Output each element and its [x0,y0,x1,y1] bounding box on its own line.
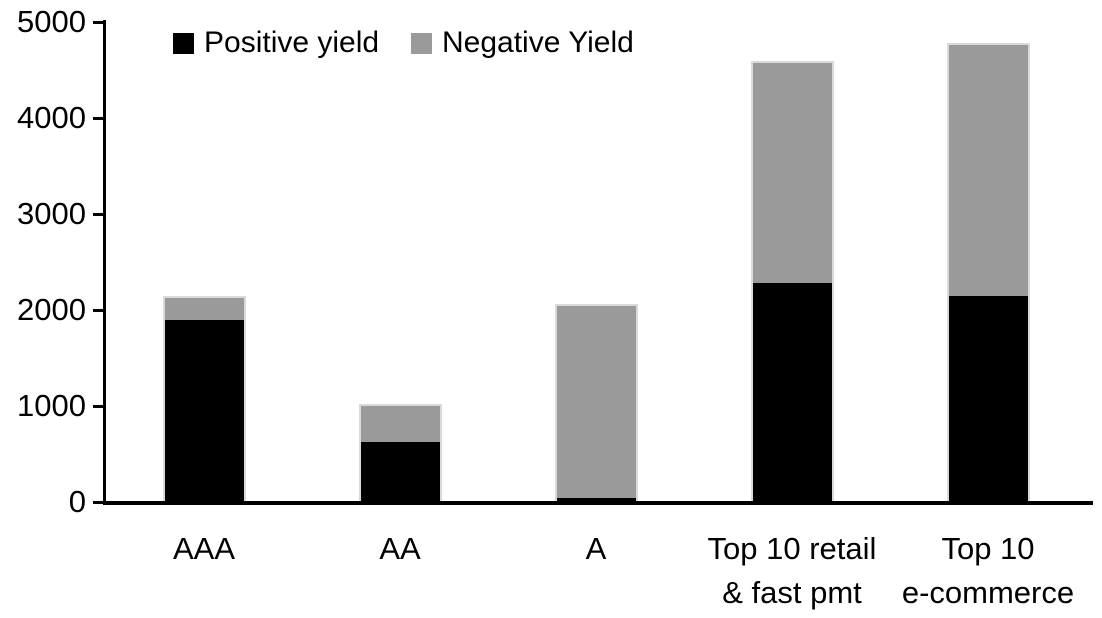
bar-stack [946,43,1030,504]
bar-segment-negative-yield [164,297,244,320]
y-tick-mark [93,405,105,408]
bar-segment-negative-yield [360,406,440,443]
legend-swatch-positive-yield-icon [173,32,194,54]
x-axis-category-label: Top 10 e-commerce [901,531,1075,610]
x-axis-category-label: Top 10 retail & fast pmt [707,531,877,610]
legend-item-negative-yield: Negative Yield [411,26,634,59]
bar-segment-positive-yield [164,319,244,502]
y-tick-label: 3000 [17,196,86,231]
legend-label-positive-yield: Positive yield [204,26,380,59]
bar-segment-positive-yield [752,283,832,502]
y-tick-label: 1000 [17,388,86,423]
legend-item-positive-yield: Positive yield [173,26,380,59]
x-axis-line [103,501,1093,505]
y-tick-mark [93,213,105,216]
bar-segment-negative-yield [556,306,636,499]
bar-stack [554,304,638,504]
bar-segment-positive-yield [360,442,440,502]
y-tick-mark [93,117,105,120]
y-tick-mark [93,21,105,24]
x-axis-category-label: AA [379,531,421,566]
legend-swatch-negative-yield-icon [411,32,432,54]
y-tick-mark [93,309,105,312]
bar-segment-positive-yield [948,295,1028,502]
x-axis-category-label: A [585,531,607,566]
bar-stack [750,61,834,504]
legend-label-negative-yield: Negative Yield [442,26,634,59]
y-tick-label: 2000 [17,292,86,327]
y-tick-label: 0 [68,484,86,519]
y-axis-line [103,20,106,505]
y-tick-label: 4000 [17,100,86,135]
bar-stack [162,295,246,504]
bar-segment-positive-yield [556,498,636,502]
y-tick-label: 5000 [17,4,86,39]
bar-stack [358,404,442,504]
bar-segment-negative-yield [948,45,1028,296]
y-tick-mark [93,501,105,504]
bar-segment-negative-yield [752,63,832,284]
x-axis-category-label: AAA [172,531,236,566]
